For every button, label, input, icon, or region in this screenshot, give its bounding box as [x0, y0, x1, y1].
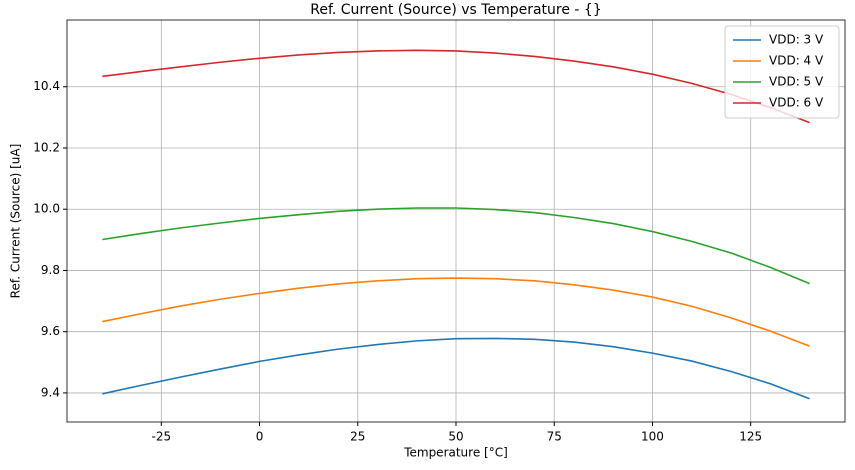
x-tick-label: 0 — [256, 430, 264, 444]
x-tick-label: 25 — [350, 430, 365, 444]
x-tick-label: 125 — [739, 430, 762, 444]
x-tick-label: 75 — [547, 430, 562, 444]
series-line — [102, 207, 810, 285]
y-axis-label: Ref. Current (Source) [uA] — [9, 144, 23, 299]
plot-frame — [66, 19, 846, 423]
series-line — [102, 277, 810, 347]
chart-title: Ref. Current (Source) vs Temperature - {… — [310, 2, 602, 18]
legend-label: VDD: 3 V — [769, 33, 824, 47]
y-tick-label: 10.4 — [33, 79, 60, 93]
x-axis-label: Temperature [°C] — [403, 446, 508, 460]
series-line — [102, 49, 810, 124]
x-tick-label: -25 — [151, 430, 171, 444]
series-line — [102, 337, 810, 400]
x-tick-label: 100 — [641, 430, 664, 444]
y-tick-label: 9.8 — [41, 263, 60, 277]
legend-label: VDD: 4 V — [769, 54, 824, 68]
y-tick-label: 9.6 — [41, 324, 60, 338]
legend-box — [724, 25, 840, 119]
x-tick-label: 50 — [448, 430, 463, 444]
legend-label: VDD: 6 V — [769, 96, 824, 110]
y-tick-label: 10.2 — [33, 140, 60, 154]
legend: VDD: 3 V VDD: 4 V VDD: 5 V VDD: 6 V — [724, 25, 840, 119]
y-tick-label: 10.0 — [33, 202, 60, 216]
legend-label: VDD: 5 V — [769, 75, 824, 89]
y-tick-label: 9.4 — [41, 385, 60, 399]
